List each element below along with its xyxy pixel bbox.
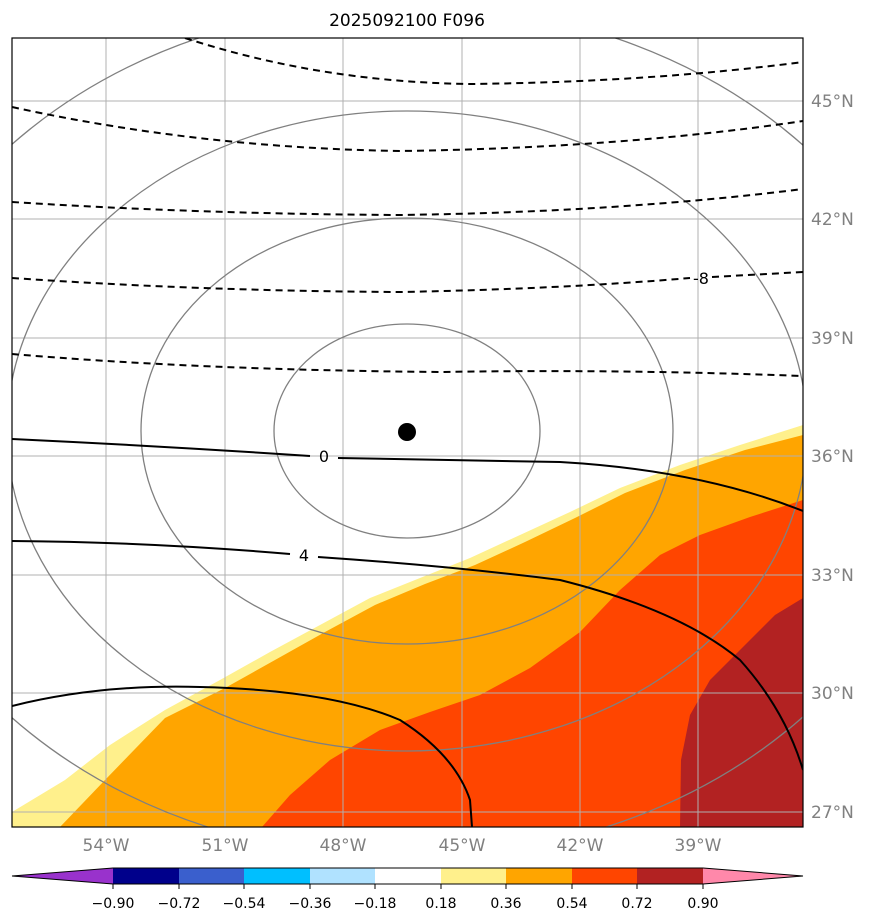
graticule xyxy=(12,38,803,827)
lat-label: 36°N xyxy=(811,447,854,467)
lon-label: 48°W xyxy=(320,836,367,856)
colorbar-segment xyxy=(572,868,637,884)
lon-label: 42°W xyxy=(557,836,604,856)
colorbar-tick-label: 0.36 xyxy=(490,896,521,912)
colorbar-segment xyxy=(637,868,703,884)
latitude-labels: 45°N 42°N 39°N 36°N 33°N 30°N 27°N xyxy=(811,92,854,823)
lat-label: 45°N xyxy=(811,92,854,112)
map-frame xyxy=(11,37,804,828)
colorbar-extend-high xyxy=(703,868,803,884)
positive-contours xyxy=(12,438,803,827)
lat-label: 30°N xyxy=(811,684,854,704)
colorbar-tick-label: 0.72 xyxy=(621,896,652,912)
colorbar-tick-label: 0.18 xyxy=(425,896,456,912)
colorbar-tick-label: 0.90 xyxy=(687,896,718,912)
colorbar-tick-label: −0.36 xyxy=(289,896,332,912)
lat-label: 42°N xyxy=(811,210,854,230)
colorbar-segment xyxy=(179,868,244,884)
map-area: -8 0 4 xyxy=(12,38,803,827)
colorbar-tick-label: −0.54 xyxy=(223,896,266,912)
lon-label: 51°W xyxy=(202,836,249,856)
range-rings xyxy=(12,38,803,827)
lon-label: 45°W xyxy=(439,836,486,856)
lon-label: 39°W xyxy=(675,836,722,856)
colorbar-segment xyxy=(113,868,179,884)
colorbar-tick-label: 0.54 xyxy=(556,896,587,912)
storm-center-marker xyxy=(398,423,416,441)
contour-label-4: 4 xyxy=(299,546,309,565)
lat-label: 33°N xyxy=(811,566,854,586)
contour-label-0: 0 xyxy=(319,447,329,466)
lat-label: 39°N xyxy=(811,329,854,349)
colorbar-segment xyxy=(244,868,310,884)
colorbar-extend-low xyxy=(12,868,113,884)
colorbar-segment xyxy=(310,868,375,884)
negative-contours xyxy=(12,38,803,377)
figure-title: 2025092100 F096 xyxy=(329,11,485,31)
contour-label-neg8: -8 xyxy=(693,269,709,288)
colorbar-segment xyxy=(375,868,441,884)
field-dark-red xyxy=(680,598,803,827)
colorbar-tick-label: −0.18 xyxy=(354,896,397,912)
colorbar: −0.90 −0.72 −0.54 −0.36 −0.18 0.18 0.36 … xyxy=(11,867,804,912)
colorbar-tick-label: −0.90 xyxy=(92,896,135,912)
lon-label: 54°W xyxy=(83,836,130,856)
lat-label: 27°N xyxy=(811,803,854,823)
colorbar-segment xyxy=(506,868,572,884)
field-red xyxy=(262,500,803,827)
colorbar-segment xyxy=(441,868,506,884)
longitude-labels: 54°W 51°W 48°W 45°W 42°W 39°W xyxy=(83,836,722,856)
colorbar-tick-label: −0.72 xyxy=(158,896,201,912)
